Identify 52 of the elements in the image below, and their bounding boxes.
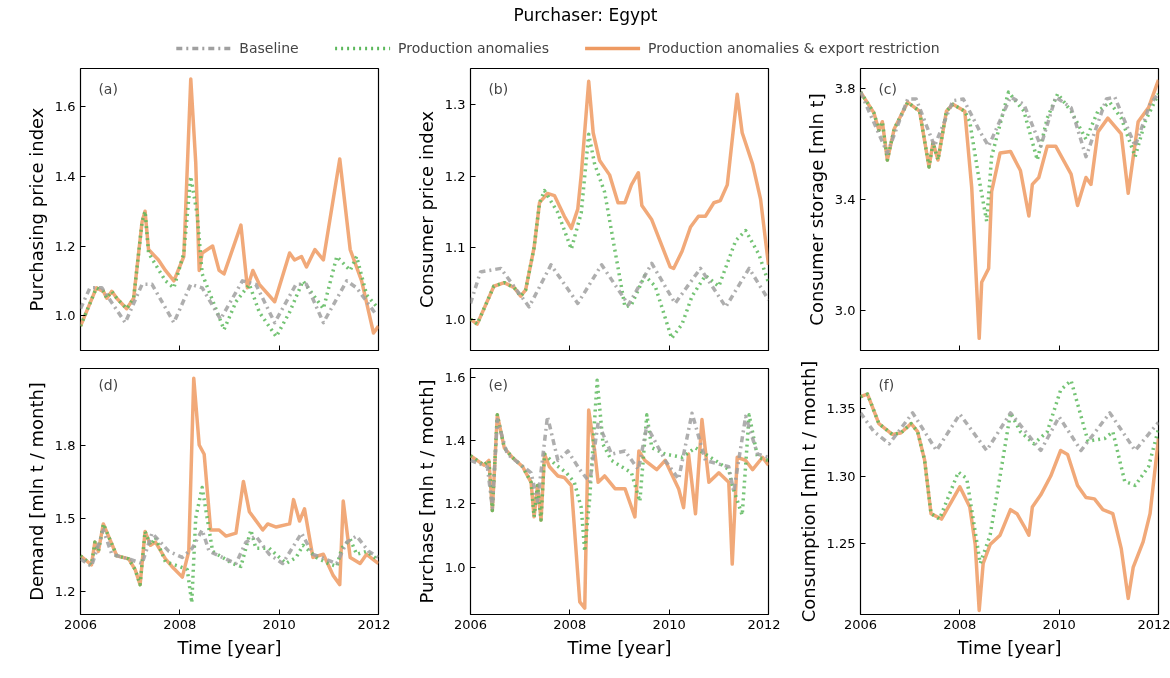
y-tick-label: 1.30 xyxy=(826,468,856,484)
y-axis-title: Demand [mln t / month] xyxy=(25,382,47,601)
y-tick-label: 1.25 xyxy=(826,535,856,551)
y-axis-title: Consumer price index xyxy=(415,110,437,309)
y-tick-label: 3.0 xyxy=(834,302,856,318)
annotation: (f) xyxy=(878,377,895,394)
y-tick-label: 1.1 xyxy=(444,240,466,256)
y-tick-label: 1.2 xyxy=(444,168,466,184)
legend-label: Baseline xyxy=(239,39,299,56)
y-tick-label: 1.2 xyxy=(444,496,466,512)
x-tick-label: 2010 xyxy=(1042,616,1076,632)
x-tick-label: 2012 xyxy=(1137,616,1170,632)
y-tick-label: 1.3 xyxy=(444,97,466,113)
y-tick-label: 3.4 xyxy=(834,191,856,207)
x-tick-label: 2008 xyxy=(943,616,977,632)
y-axis-title: Purchasing price index xyxy=(25,107,47,312)
x-tick-label: 2006 xyxy=(453,616,488,632)
y-tick-label: 1.5 xyxy=(54,511,76,527)
y-axis-title: Consumer storage [mln t] xyxy=(805,93,827,326)
y-tick-label: 1.4 xyxy=(54,168,76,184)
y-axis-title: Purchase [mln t / month] xyxy=(415,379,437,604)
annotation: (b) xyxy=(488,80,509,97)
annotation: (a) xyxy=(98,80,118,97)
x-tick-label: 2006 xyxy=(63,616,98,632)
y-tick-label: 1.2 xyxy=(54,584,76,600)
y-tick-label: 1.4 xyxy=(444,432,466,448)
y-tick-label: 1.0 xyxy=(444,559,466,575)
x-tick-label: 2008 xyxy=(553,616,587,632)
y-tick-label: 1.0 xyxy=(54,308,76,324)
annotation: (d) xyxy=(98,377,119,394)
annotation: (c) xyxy=(878,80,898,97)
y-axis-title: Consumption [mln t / month] xyxy=(797,360,819,623)
x-axis-title: Time [year] xyxy=(176,636,282,658)
y-tick-label: 3.8 xyxy=(834,80,856,96)
annotation: (e) xyxy=(488,377,508,394)
x-axis-title: Time [year] xyxy=(956,636,1062,658)
x-axis-title: Time [year] xyxy=(566,636,672,658)
y-tick-label: 1.6 xyxy=(444,369,466,385)
x-tick-label: 2006 xyxy=(843,616,878,632)
y-tick-label: 1.35 xyxy=(826,401,856,417)
chart-title: Purchaser: Egypt xyxy=(513,4,658,25)
x-tick-label: 2012 xyxy=(747,616,781,632)
y-tick-label: 1.2 xyxy=(54,238,76,254)
x-tick-label: 2010 xyxy=(262,616,296,632)
y-tick-label: 1.6 xyxy=(54,99,76,115)
y-tick-label: 1.8 xyxy=(54,438,76,454)
x-tick-label: 2012 xyxy=(357,616,391,632)
x-tick-label: 2008 xyxy=(163,616,197,632)
legend-label: Production anomalies xyxy=(398,39,549,56)
x-tick-label: 2010 xyxy=(652,616,686,632)
legend-label: Production anomalies & export restriction xyxy=(648,39,940,56)
y-tick-label: 1.0 xyxy=(444,311,466,327)
